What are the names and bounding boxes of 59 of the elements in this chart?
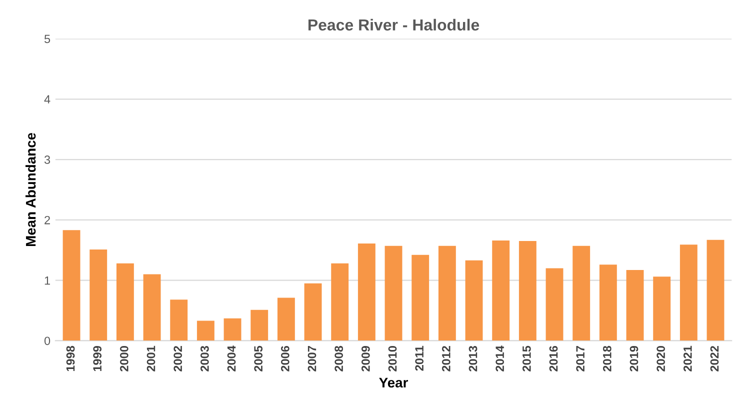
x-tick-label: 2003 (200, 346, 209, 372)
y-tick-label: 4 (44, 95, 50, 104)
x-axis-title: Year (379, 378, 408, 388)
x-tick-label: 1998 (66, 346, 75, 372)
bar (62, 230, 80, 341)
bar (465, 260, 483, 341)
x-tick-label: 2000 (120, 346, 128, 372)
bar (358, 243, 376, 341)
bar (116, 263, 134, 341)
bar (277, 298, 295, 341)
x-tick-label: 2020 (656, 346, 666, 372)
bar (196, 320, 214, 341)
y-tick-label: 5 (44, 34, 50, 44)
y-tick-label: 2 (44, 216, 50, 224)
bar (170, 300, 188, 341)
x-tick-label: 2017 (576, 346, 585, 372)
y-tick-label: 1 (44, 276, 50, 285)
x-tick-label: 2002 (174, 346, 182, 372)
x-tick-label: 2009 (361, 346, 370, 372)
bar (546, 268, 564, 341)
x-tick-label: 2008 (334, 346, 344, 372)
x-tick-label: 2021 (683, 346, 692, 372)
x-tick-label: 2001 (146, 346, 156, 372)
y-tick-label: 3 (44, 156, 50, 164)
x-tick-label: 2014 (496, 346, 504, 372)
bar (626, 270, 644, 341)
bar (412, 254, 430, 341)
x-tick-label: 2013 (468, 346, 478, 372)
bar (706, 240, 724, 341)
x-tick-label: 2006 (280, 346, 290, 372)
bar (438, 246, 456, 341)
x-tick-label: 2004 (227, 346, 236, 372)
x-tick-label: 2022 (710, 346, 719, 372)
bar (250, 310, 268, 341)
x-tick-label: 2007 (308, 346, 316, 372)
bar (304, 283, 322, 341)
bar (680, 244, 698, 341)
x-tick-label: 2019 (630, 346, 638, 372)
x-tick-label: 2012 (442, 346, 450, 372)
x-tick-label: 2018 (602, 346, 612, 372)
bar (518, 241, 536, 341)
x-tick-label: 2005 (254, 346, 263, 372)
x-tick-label: 1999 (93, 346, 102, 372)
x-tick-label: 2016 (549, 346, 558, 372)
bar (492, 240, 510, 341)
x-tick-label: 2010 (388, 346, 397, 372)
x-tick-label: 2015 (522, 346, 531, 372)
chart-title: Peace River - Halodule (308, 18, 480, 31)
bar (384, 246, 402, 341)
y-tick-label: 0 (44, 336, 50, 346)
x-tick-label: 2011 (415, 346, 424, 371)
bar (599, 264, 617, 341)
bar (331, 263, 349, 341)
bar (572, 246, 590, 341)
bar (143, 274, 161, 341)
y-axis-title: Mean Abundance (25, 132, 36, 246)
bar (90, 250, 108, 341)
bar (224, 318, 242, 341)
bar (653, 276, 671, 341)
